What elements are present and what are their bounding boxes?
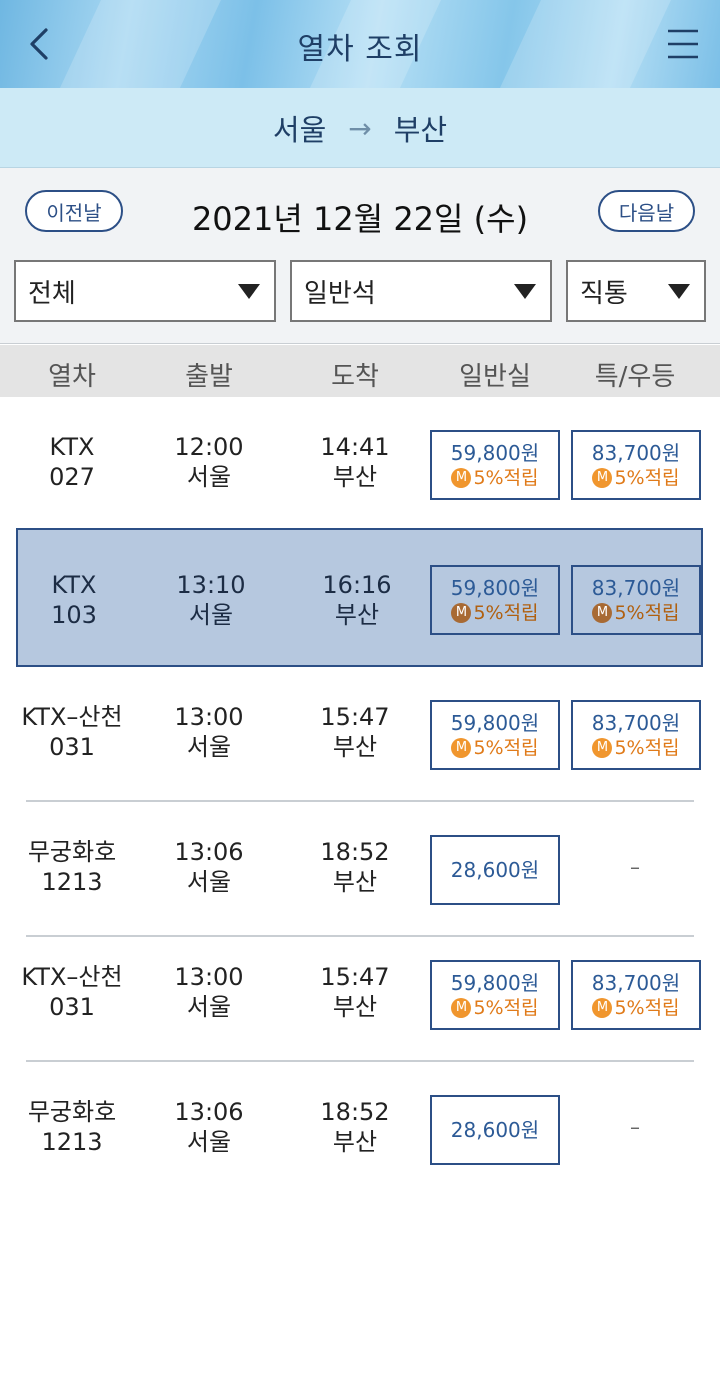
train-type-select-value: 전체 xyxy=(28,278,76,309)
train-name: KTX 027 xyxy=(49,433,95,491)
route-bar: 서울 → 부산 xyxy=(0,88,720,168)
fare-price: 59,800원 xyxy=(450,576,540,600)
m-circle-icon: M xyxy=(451,998,472,1018)
mileage-bonus: 5%적립 xyxy=(614,602,680,624)
m-circle-icon: M xyxy=(592,603,613,623)
fare-price: 59,800원 xyxy=(450,971,540,995)
fare-price: 59,800원 xyxy=(450,711,540,735)
standard-fare-button[interactable]: 28,600원 xyxy=(430,1095,560,1165)
triangle-down-icon xyxy=(514,283,536,299)
mileage-bonus: 5%적립 xyxy=(473,602,539,624)
fare-price: 83,700원 xyxy=(591,971,681,995)
fare-price: 28,600원 xyxy=(450,1118,540,1142)
menu-button[interactable] xyxy=(666,26,700,62)
m-circle-icon: M xyxy=(451,603,472,623)
arrival-station: 부산 xyxy=(393,113,448,147)
premium-unavailable: – xyxy=(630,1115,640,1139)
arrival-info: 14:41 부산 xyxy=(320,433,390,491)
date-filter-panel: 이전날 2021년 12월 22일 (수) 다음날 전체 일반석 직통 xyxy=(0,168,720,344)
mileage-bonus: 5%적립 xyxy=(473,467,539,489)
previous-day-button[interactable]: 이전날 xyxy=(25,190,123,232)
standard-fare-button[interactable]: 59,800원 M 5%적립 xyxy=(430,960,560,1030)
m-circle-icon: M xyxy=(592,738,613,758)
mileage-bonus: 5%적립 xyxy=(473,737,539,759)
m-circle-icon: M xyxy=(451,738,472,758)
column-header-arrival: 도착 xyxy=(331,362,379,392)
m-circle-icon: M xyxy=(592,468,613,488)
fare-price: 83,700원 xyxy=(591,711,681,735)
train-row[interactable]: KTX–산천 031 13:00 서울 15:47 부산 59,800원 M 5%적립 … xyxy=(0,668,720,802)
premium-fare-button[interactable]: 83,700원 M 5%적립 xyxy=(571,960,701,1030)
train-row[interactable]: 무궁화호 1213 13:06 서울 18:52 부산 28,600원 – xyxy=(0,803,720,937)
train-name: 무궁화호 1213 xyxy=(27,838,117,896)
mileage-bonus: 5%적립 xyxy=(614,467,680,489)
premium-fare-button[interactable]: 83,700원 M 5%적립 xyxy=(571,565,701,635)
column-header-premium: 특/우등 xyxy=(594,362,676,392)
table-header: 열차 출발 도착 일반실 특/우등 xyxy=(0,345,720,397)
premium-fare-button[interactable]: 83,700원 M 5%적립 xyxy=(571,430,701,500)
train-name: 무궁화호 1213 xyxy=(27,1098,117,1156)
column-header-departure: 출발 xyxy=(185,362,233,392)
arrival-info: 16:16 부산 xyxy=(322,571,392,629)
chevron-left-icon xyxy=(30,28,48,60)
train-type-select[interactable]: 전체 xyxy=(14,260,276,322)
fare-price: 28,600원 xyxy=(450,858,540,882)
departure-info: 13:00 서울 xyxy=(174,703,244,761)
train-row[interactable]: KTX–산천 031 13:00 서울 15:47 부산 59,800원 M 5%적립 … xyxy=(0,928,720,1062)
train-row[interactable]: KTX 027 12:00 서울 14:41 부산 59,800원 M 5%적립 83,… xyxy=(0,398,720,532)
standard-fare-button[interactable]: 59,800원 M 5%적립 xyxy=(430,430,560,500)
seat-class-select[interactable]: 일반석 xyxy=(290,260,552,322)
hamburger-menu-icon xyxy=(668,29,698,59)
departure-info: 13:10 서울 xyxy=(176,571,246,629)
triangle-down-icon xyxy=(238,283,260,299)
arrival-info: 15:47 부산 xyxy=(320,963,390,1021)
seat-class-select-value: 일반석 xyxy=(304,278,376,309)
fare-price: 59,800원 xyxy=(450,441,540,465)
app-header: 열차 조회 xyxy=(0,0,720,88)
m-circle-icon: M xyxy=(451,468,472,488)
departure-station: 서울 xyxy=(272,113,327,147)
departure-info: 13:06 서울 xyxy=(174,838,244,896)
train-row-selected[interactable]: KTX 103 13:10 서울 16:16 부산 59,800원 M 5%적립 83,… xyxy=(16,528,703,667)
column-header-standard: 일반실 xyxy=(459,362,531,392)
triangle-down-icon xyxy=(668,283,690,299)
m-circle-icon: M xyxy=(592,998,613,1018)
route-type-select-value: 직통 xyxy=(580,278,628,309)
column-header-train: 열차 xyxy=(48,362,96,392)
back-button[interactable] xyxy=(22,24,62,64)
page-title: 열차 조회 xyxy=(297,32,423,67)
train-name: KTX 103 xyxy=(51,571,97,629)
arrival-info: 15:47 부산 xyxy=(320,703,390,761)
selected-date: 2021년 12월 22일 (수) xyxy=(191,200,529,238)
arrow-right-icon: → xyxy=(348,111,372,145)
route-type-select[interactable]: 직통 xyxy=(566,260,706,322)
row-divider xyxy=(26,935,694,937)
row-divider xyxy=(26,1060,694,1062)
fare-price: 83,700원 xyxy=(591,441,681,465)
departure-info: 13:06 서울 xyxy=(174,1098,244,1156)
arrival-info: 18:52 부산 xyxy=(320,1098,390,1156)
train-row[interactable]: 무궁화호 1213 13:06 서울 18:52 부산 28,600원 – xyxy=(0,1063,720,1197)
arrival-info: 18:52 부산 xyxy=(320,838,390,896)
premium-fare-button[interactable]: 83,700원 M 5%적립 xyxy=(571,700,701,770)
premium-unavailable: – xyxy=(630,855,640,879)
fare-price: 83,700원 xyxy=(591,576,681,600)
train-name: KTX–산천 031 xyxy=(21,963,123,1021)
departure-info: 12:00 서울 xyxy=(174,433,244,491)
mileage-bonus: 5%적립 xyxy=(614,737,680,759)
mileage-bonus: 5%적립 xyxy=(473,997,539,1019)
row-divider xyxy=(26,800,694,802)
departure-info: 13:00 서울 xyxy=(174,963,244,1021)
mileage-bonus: 5%적립 xyxy=(614,997,680,1019)
standard-fare-button[interactable]: 28,600원 xyxy=(430,835,560,905)
standard-fare-button[interactable]: 59,800원 M 5%적립 xyxy=(430,565,560,635)
standard-fare-button[interactable]: 59,800원 M 5%적립 xyxy=(430,700,560,770)
train-name: KTX–산천 031 xyxy=(21,703,123,761)
next-day-button[interactable]: 다음날 xyxy=(598,190,695,232)
